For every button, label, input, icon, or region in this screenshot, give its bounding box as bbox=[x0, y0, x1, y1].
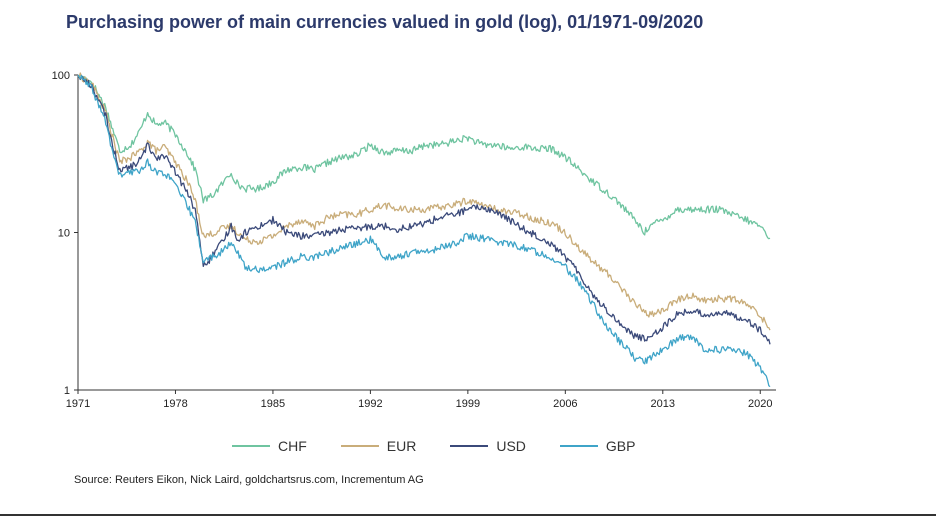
legend-swatch-chf bbox=[232, 445, 270, 447]
legend-label-gbp: GBP bbox=[605, 438, 636, 454]
bottom-divider bbox=[0, 514, 936, 516]
legend-item-eur: EUR bbox=[340, 438, 417, 454]
legend-label-eur: EUR bbox=[386, 438, 417, 454]
legend-label-usd: USD bbox=[496, 438, 526, 454]
y-tick-label: 10 bbox=[58, 228, 70, 240]
legend-swatch-gbp bbox=[559, 445, 598, 447]
chart-legend: CHF EUR USD GBP bbox=[232, 438, 635, 454]
series-line-gbp bbox=[77, 74, 771, 388]
y-tick-label: 1 bbox=[64, 385, 70, 397]
x-tick-label: 1978 bbox=[163, 398, 187, 410]
legend-item-gbp: GBP bbox=[559, 438, 636, 454]
x-tick-label: 2013 bbox=[651, 398, 675, 410]
legend-label-chf: CHF bbox=[278, 438, 307, 454]
legend-swatch-usd bbox=[450, 445, 489, 447]
chart-series-lines bbox=[77, 72, 771, 388]
line-chart: 1 10 100 1971 1978 1985 1992 1999 2006 2013 2020 bbox=[52, 70, 776, 410]
x-tick-label: 1992 bbox=[358, 398, 382, 410]
x-tick-label: 1999 bbox=[456, 398, 480, 410]
legend-item-chf: CHF bbox=[232, 438, 307, 454]
y-tick-label: 100 bbox=[52, 70, 70, 82]
x-tick-label: 1971 bbox=[66, 398, 90, 410]
chart-axes: 1 10 100 1971 1978 1985 1992 1999 2006 2013 2020 bbox=[52, 70, 776, 410]
x-tick-label: 1985 bbox=[261, 398, 285, 410]
series-line-chf bbox=[77, 73, 771, 240]
series-line-usd bbox=[77, 74, 771, 345]
source-note: Source: Reuters Eikon, Nick Laird, goldc… bbox=[74, 474, 424, 486]
series-line-eur bbox=[77, 72, 771, 331]
x-tick-label: 2006 bbox=[553, 398, 577, 410]
chart-title: Purchasing power of main currencies valu… bbox=[66, 12, 704, 32]
legend-swatch-eur bbox=[340, 445, 379, 447]
x-tick-label: 2020 bbox=[748, 398, 772, 410]
legend-item-usd: USD bbox=[450, 438, 526, 454]
